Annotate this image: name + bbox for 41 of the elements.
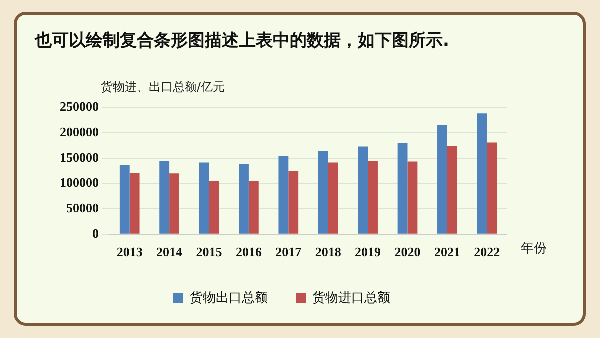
x-tick-label: 2020 — [394, 244, 421, 260]
chart-title: 也可以绘制复合条形图描述上表中的数据，如下图所示. — [35, 30, 450, 52]
bar — [408, 162, 418, 234]
bar — [239, 164, 249, 234]
y-tick-label: 100000 — [60, 175, 99, 190]
bar — [368, 161, 378, 234]
y-tick-label: 150000 — [60, 150, 99, 165]
y-tick-label: 50000 — [66, 200, 99, 216]
bar — [447, 146, 458, 234]
bar — [278, 156, 289, 234]
bar — [288, 171, 299, 234]
legend-label: 货物进口总额 — [312, 290, 390, 306]
bar — [209, 181, 220, 234]
bar — [398, 143, 408, 234]
y-axis-title: 货物进、出口总额/亿元 — [101, 79, 226, 96]
x-tick-label: 2017 — [276, 244, 302, 260]
bar — [170, 174, 180, 234]
y-tick-label: 250000 — [60, 99, 99, 114]
bar — [477, 114, 488, 234]
x-tick-label: 2021 — [434, 244, 460, 260]
x-tick-label: 2015 — [196, 244, 223, 260]
x-tick-label: 2014 — [156, 244, 184, 260]
y-tick-label: 0 — [92, 226, 99, 241]
bar — [487, 142, 498, 234]
x-tick-label: 2019 — [355, 244, 382, 260]
bar — [248, 180, 259, 234]
legend-label: 货物出口总额 — [190, 290, 268, 306]
bar — [318, 151, 328, 234]
bar — [438, 126, 448, 234]
bar — [130, 173, 140, 234]
bar — [120, 165, 130, 234]
x-tick-label: 2022 — [474, 244, 500, 260]
bar — [199, 162, 210, 234]
bar — [160, 161, 170, 234]
bar — [358, 146, 368, 234]
y-tick-label: 200000 — [60, 124, 99, 140]
x-tick-label: 2016 — [236, 244, 262, 260]
x-axis-title: 年份 — [521, 242, 547, 257]
x-tick-label: 2013 — [116, 244, 144, 260]
bar — [328, 162, 338, 234]
x-tick-label: 2018 — [315, 244, 342, 260]
